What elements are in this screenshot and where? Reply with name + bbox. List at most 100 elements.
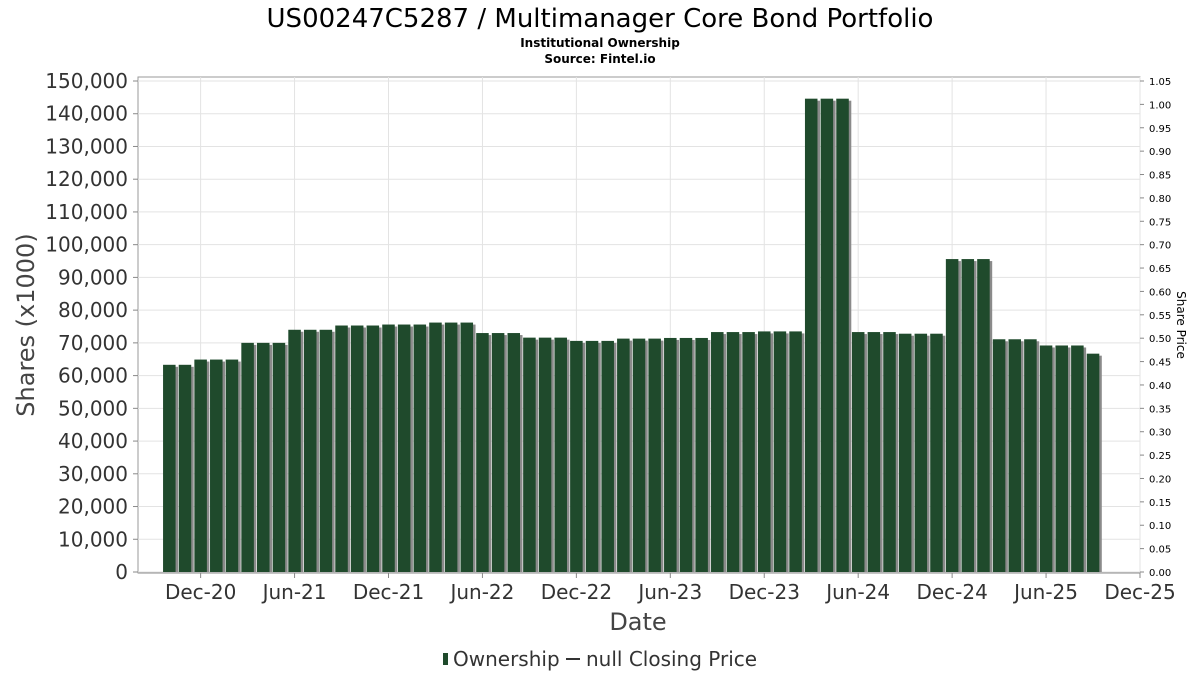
ownership-bar-fill bbox=[366, 325, 380, 572]
ownership-bar bbox=[1086, 353, 1102, 572]
y-tick-label: 110,000 bbox=[45, 200, 128, 224]
y2-tick-label: 0.20 bbox=[1149, 474, 1171, 485]
ownership-bar-fill bbox=[194, 359, 207, 572]
y-tick-label: 70,000 bbox=[58, 331, 128, 355]
y-tick-label: 80,000 bbox=[58, 298, 128, 322]
ownership-bar-fill bbox=[210, 359, 223, 572]
ownership-bar-fill bbox=[726, 332, 740, 572]
y2-tick-label: 0.75 bbox=[1149, 217, 1171, 228]
ownership-bar bbox=[992, 339, 1008, 572]
ownership-bar bbox=[538, 337, 554, 572]
ownership-bar bbox=[225, 359, 241, 572]
y2-tick-label: 0.70 bbox=[1149, 241, 1171, 252]
y2-axis-label: Share Price bbox=[1174, 291, 1188, 359]
ownership-bar-fill bbox=[961, 259, 975, 572]
y2-tick-label: 0.30 bbox=[1149, 428, 1171, 439]
y2-tick-label: 0.50 bbox=[1149, 334, 1171, 345]
ownership-bar bbox=[1024, 339, 1040, 572]
ownership-bar-fill bbox=[585, 340, 599, 572]
y2-tick-label: 0.05 bbox=[1149, 545, 1171, 556]
ownership-bar bbox=[961, 259, 977, 572]
y-tick-label: 40,000 bbox=[58, 429, 128, 453]
ownership-bar-fill bbox=[851, 332, 865, 572]
legend-ownership-label: Ownership bbox=[453, 647, 560, 671]
ownership-bar bbox=[523, 337, 539, 572]
ownership-bar-fill bbox=[1071, 345, 1084, 572]
ownership-bar-fill bbox=[256, 342, 270, 572]
x-axis: Dec-20 Jun-21 Dec-21 Jun-22 Dec-22 Jun-23 Dec-… bbox=[138, 572, 1176, 604]
ownership-bar bbox=[585, 340, 601, 572]
y2-tick-label: 0.35 bbox=[1149, 404, 1171, 415]
ownership-bar bbox=[789, 331, 805, 572]
ownership-bar-fill bbox=[930, 333, 943, 572]
ownership-bar bbox=[210, 359, 226, 572]
ownership-bar-fill bbox=[429, 322, 442, 572]
ownership-bar bbox=[366, 325, 382, 572]
ownership-bar-fill bbox=[476, 333, 489, 572]
y2-tick-label: 0.95 bbox=[1149, 124, 1171, 135]
ownership-bar-fill bbox=[460, 322, 474, 572]
ownership-bar-fill bbox=[617, 338, 630, 572]
x-tick-label: Dec-24 bbox=[916, 580, 987, 604]
ownership-bar-fill bbox=[664, 337, 677, 572]
x-tick-label: Dec-22 bbox=[541, 580, 612, 604]
ownership-bar-fill bbox=[898, 333, 912, 572]
y2-tick-label: 0.10 bbox=[1149, 521, 1171, 532]
ownership-bar bbox=[945, 259, 961, 572]
y2-tick-label: 1.05 bbox=[1149, 77, 1171, 88]
ownership-bar-fill bbox=[225, 359, 239, 572]
ownership-bar-fill bbox=[538, 337, 552, 572]
y-tick-label: 0 bbox=[115, 560, 128, 584]
legend-ownership-swatch bbox=[443, 653, 448, 665]
ownership-bars bbox=[163, 98, 1102, 573]
ownership-bar bbox=[241, 342, 257, 572]
ownership-bar-fill bbox=[695, 337, 708, 572]
ownership-bar-fill bbox=[601, 340, 614, 572]
y-tick-label: 120,000 bbox=[45, 167, 128, 191]
ownership-bar bbox=[632, 338, 648, 572]
ownership-bar-fill bbox=[241, 342, 254, 572]
y2-tick-label: 0.85 bbox=[1149, 171, 1171, 182]
ownership-bar bbox=[742, 332, 758, 572]
ownership-bar-fill bbox=[836, 98, 849, 573]
ownership-bar bbox=[820, 98, 836, 573]
ownership-bar bbox=[867, 332, 883, 572]
y-tick-label: 90,000 bbox=[58, 265, 128, 289]
y-axis-left: 0 10,000 20,000 30,000 40,000 50,000 60,000 70,… bbox=[45, 69, 138, 584]
ownership-bar-fill bbox=[1039, 345, 1053, 572]
ownership-bar-fill bbox=[382, 324, 395, 572]
ownership-bar bbox=[679, 337, 695, 572]
ownership-bar bbox=[914, 333, 930, 572]
chart-subtitle-1: Institutional Ownership bbox=[520, 36, 680, 50]
ownership-bar bbox=[444, 322, 460, 572]
y-tick-label: 50,000 bbox=[58, 396, 128, 420]
y-tick-label: 30,000 bbox=[58, 462, 128, 486]
ownership-bar-fill bbox=[648, 338, 661, 572]
ownership-bar bbox=[711, 332, 727, 572]
legend: Ownership null Closing Price bbox=[443, 647, 757, 671]
ownership-bar-fill bbox=[507, 333, 521, 572]
ownership-bar bbox=[836, 98, 852, 573]
x-tick-label: Jun-24 bbox=[824, 580, 890, 604]
ownership-bar bbox=[554, 337, 570, 572]
ownership-bar-fill bbox=[992, 339, 1006, 572]
y-tick-label: 100,000 bbox=[45, 233, 128, 257]
ownership-bar-fill bbox=[272, 342, 286, 572]
ownership-bar bbox=[883, 332, 899, 572]
y2-tick-label: 0.60 bbox=[1149, 287, 1171, 298]
y2-tick-label: 0.45 bbox=[1149, 358, 1171, 369]
ownership-bar bbox=[851, 332, 867, 572]
ownership-bar bbox=[382, 324, 398, 572]
ownership-bar-fill bbox=[335, 325, 348, 572]
x-tick-label: Dec-21 bbox=[353, 580, 424, 604]
ownership-bar bbox=[648, 338, 664, 572]
ownership-bar bbox=[319, 329, 335, 572]
ownership-bar bbox=[804, 98, 820, 573]
y2-tick-label: 0.25 bbox=[1149, 451, 1171, 462]
ownership-bar bbox=[397, 324, 413, 572]
ownership-bar bbox=[350, 325, 366, 572]
ownership-bar-fill bbox=[491, 333, 505, 572]
ownership-bar bbox=[617, 338, 633, 572]
ownership-bar-fill bbox=[1024, 339, 1037, 572]
